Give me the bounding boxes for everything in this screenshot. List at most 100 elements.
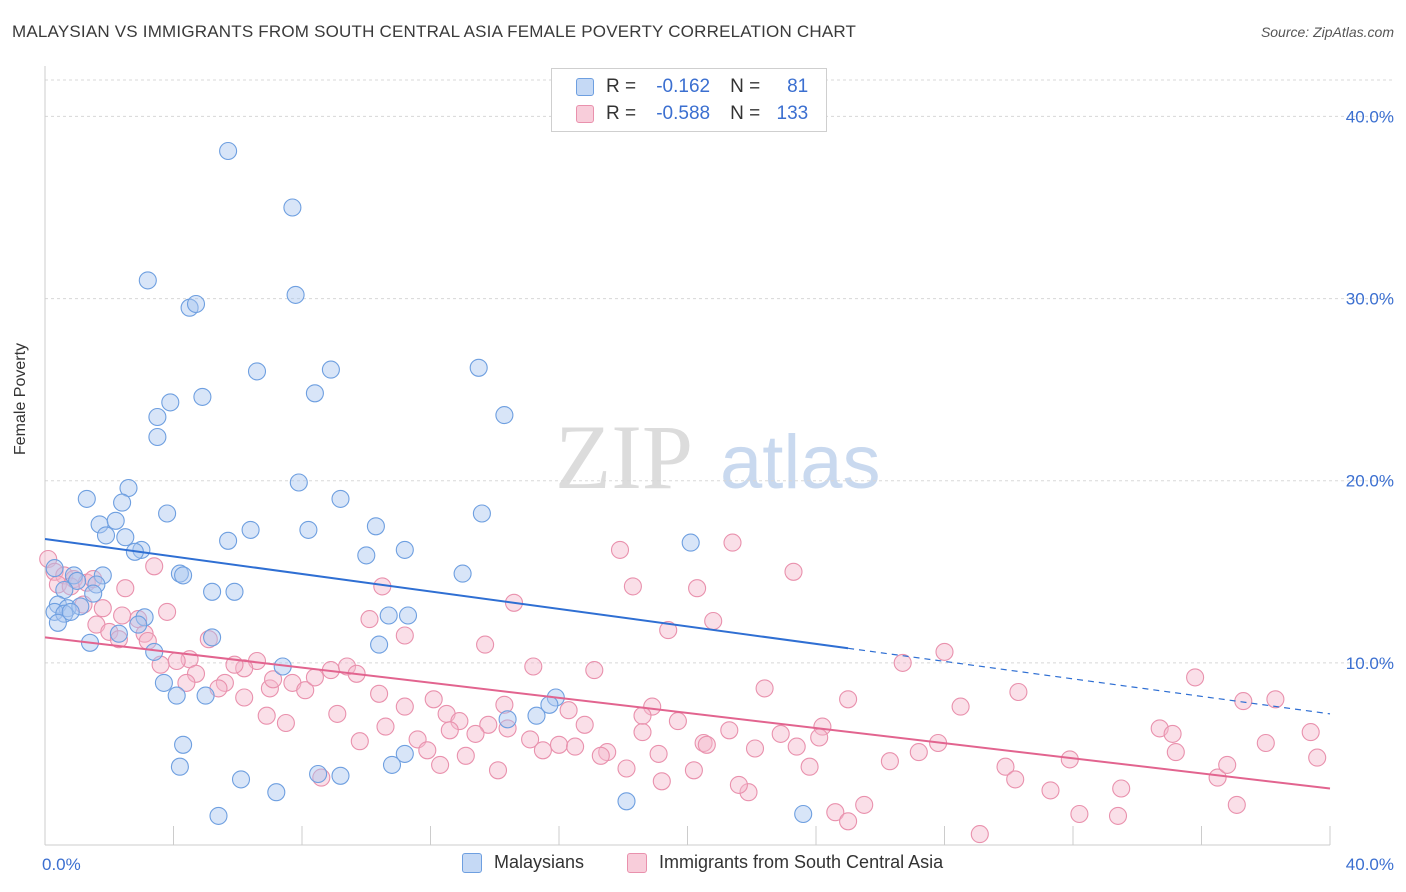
data-point xyxy=(495,695,514,714)
data-point xyxy=(61,602,80,621)
data-point xyxy=(45,559,64,578)
legend-swatch-pink xyxy=(576,105,594,123)
data-point xyxy=(424,690,443,709)
trend-line-extension xyxy=(848,647,1331,715)
data-point xyxy=(813,717,832,736)
data-point xyxy=(395,697,414,716)
data-point xyxy=(376,717,395,736)
data-point xyxy=(1234,692,1253,711)
data-point xyxy=(93,566,112,585)
data-point xyxy=(264,670,283,689)
data-point xyxy=(203,582,222,601)
data-point xyxy=(681,533,700,552)
legend-swatch-pink xyxy=(627,852,647,873)
data-point xyxy=(331,766,350,785)
data-point xyxy=(167,686,186,705)
data-point xyxy=(398,606,418,625)
data-point xyxy=(456,746,475,765)
source-label: Source: ZipAtlas.com xyxy=(1260,24,1394,40)
legend-label: Malaysians xyxy=(494,852,585,872)
data-point xyxy=(305,384,324,403)
data-point xyxy=(309,764,328,784)
data-point xyxy=(193,387,212,406)
data-point xyxy=(225,582,244,601)
legend-r-label: R = xyxy=(606,76,637,97)
data-point xyxy=(1266,690,1285,709)
data-point xyxy=(1041,781,1060,800)
data-point xyxy=(479,715,498,734)
watermark-zip: ZIP xyxy=(555,406,693,508)
data-point xyxy=(77,489,96,508)
data-point xyxy=(312,768,331,787)
data-point xyxy=(1301,723,1320,742)
data-point xyxy=(113,606,132,625)
data-point xyxy=(379,606,398,625)
data-point xyxy=(1186,668,1205,687)
data-point xyxy=(668,712,687,731)
data-point xyxy=(659,621,678,640)
data-point xyxy=(495,406,514,425)
data-point xyxy=(1108,806,1128,825)
data-point xyxy=(366,517,385,536)
data-point xyxy=(395,540,414,559)
data-point xyxy=(1208,768,1227,787)
data-point xyxy=(893,653,912,672)
data-point xyxy=(154,673,173,692)
data-point xyxy=(1308,748,1327,767)
data-point xyxy=(283,198,302,217)
data-point xyxy=(498,710,517,729)
data-point xyxy=(305,668,324,687)
data-point xyxy=(476,635,495,654)
data-point xyxy=(617,759,636,778)
data-point xyxy=(720,721,739,740)
watermark-atlas: atlas xyxy=(720,420,881,505)
data-point xyxy=(527,706,546,725)
data-point xyxy=(96,526,116,545)
data-point xyxy=(1009,682,1028,702)
data-point xyxy=(575,715,594,734)
data-point xyxy=(135,608,154,627)
data-point xyxy=(138,271,157,290)
series-legend: Malaysians Immigrants from South Central… xyxy=(0,852,1406,876)
data-point xyxy=(71,597,90,616)
data-point xyxy=(235,688,254,707)
legend-row-malaysians: R = -0.162 N = 81 xyxy=(552,74,808,100)
data-point xyxy=(360,610,379,629)
data-point xyxy=(771,724,790,743)
data-point xyxy=(951,697,970,716)
data-point xyxy=(116,579,135,598)
data-point xyxy=(688,579,707,598)
y-tick-label: 10.0% xyxy=(1346,654,1394,673)
data-point xyxy=(684,761,703,780)
data-point xyxy=(610,540,630,559)
data-point xyxy=(68,571,87,590)
data-point xyxy=(321,360,340,379)
data-point xyxy=(257,706,276,725)
data-point xyxy=(382,755,402,774)
data-point xyxy=(199,630,218,649)
legend-label: Immigrants from South Central Asia xyxy=(659,852,944,872)
axes xyxy=(44,66,1331,846)
data-point xyxy=(170,564,189,583)
data-point xyxy=(633,706,652,725)
data-point xyxy=(186,294,206,314)
data-point xyxy=(704,611,723,631)
legend-swatch-blue xyxy=(462,852,482,873)
data-point xyxy=(219,141,238,161)
y-tick-label: 40.0% xyxy=(1346,107,1394,126)
data-point xyxy=(1163,724,1182,743)
data-point xyxy=(633,723,652,742)
legend-item-immigrants[interactable]: Immigrants from South Central Asia xyxy=(627,852,943,873)
data-point xyxy=(328,704,347,723)
data-point xyxy=(472,504,491,523)
data-point xyxy=(784,562,803,581)
data-point xyxy=(488,761,508,780)
data-point xyxy=(855,795,874,814)
data-point xyxy=(839,812,858,831)
data-point xyxy=(453,564,472,583)
data-point xyxy=(196,686,215,705)
data-point xyxy=(109,624,128,643)
trend-line-pink xyxy=(44,636,1331,790)
legend-item-malaysians[interactable]: Malaysians xyxy=(462,852,584,873)
